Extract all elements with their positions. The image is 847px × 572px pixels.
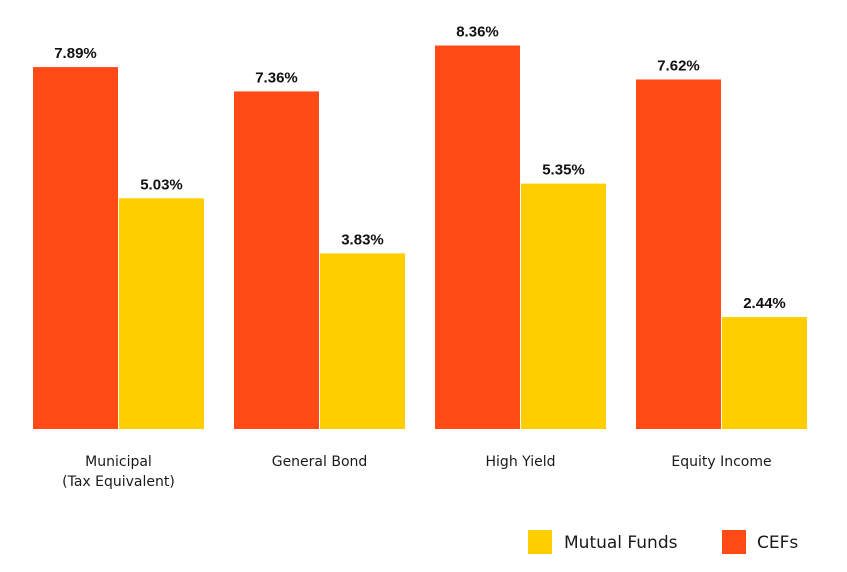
legend: Mutual Funds CEFs <box>528 530 798 554</box>
legend-swatch-cefs <box>722 530 746 554</box>
legend-label-mutual-funds: Mutual Funds <box>564 533 678 553</box>
bar-cefs-3 <box>435 45 520 430</box>
bars-layer <box>33 45 807 430</box>
bar-mutual-funds-4 <box>722 317 807 429</box>
category-label-1: Municipal <box>85 454 152 470</box>
category-label-1-line-2: (Tax Equivalent) <box>62 474 175 490</box>
value-label-cefs-4: 7.62% <box>657 57 700 74</box>
value-label-mutual-funds-3: 5.35% <box>542 162 585 179</box>
bar-mutual-funds-1 <box>119 198 204 429</box>
bar-mutual-funds-3 <box>521 183 606 429</box>
value-label-cefs-2: 7.36% <box>255 69 298 86</box>
value-label-cefs-1: 7.89% <box>54 45 97 62</box>
bar-cefs-2 <box>234 91 319 430</box>
category-labels-layer: Municipal (Tax Equivalent) General Bond Hig… <box>62 454 771 490</box>
bar-mutual-funds-2 <box>320 253 405 429</box>
category-label-4: Equity Income <box>671 454 771 470</box>
bar-cefs-4 <box>636 79 721 430</box>
value-label-mutual-funds-4: 2.44% <box>743 295 786 312</box>
value-label-mutual-funds-1: 5.03% <box>140 176 183 193</box>
value-label-mutual-funds-2: 3.83% <box>341 231 384 248</box>
category-label-3: High Yield <box>486 454 556 470</box>
value-label-cefs-3: 8.36% <box>456 24 499 41</box>
bar-cefs-1 <box>33 67 118 430</box>
legend-swatch-mutual-funds <box>528 530 552 554</box>
legend-label-cefs: CEFs <box>757 533 798 553</box>
category-label-2: General Bond <box>272 454 368 470</box>
value-labels-layer: 7.89% 5.03% 7.36% 3.83% 8.36% 5.35% 7.62% 2.44% <box>54 24 786 313</box>
